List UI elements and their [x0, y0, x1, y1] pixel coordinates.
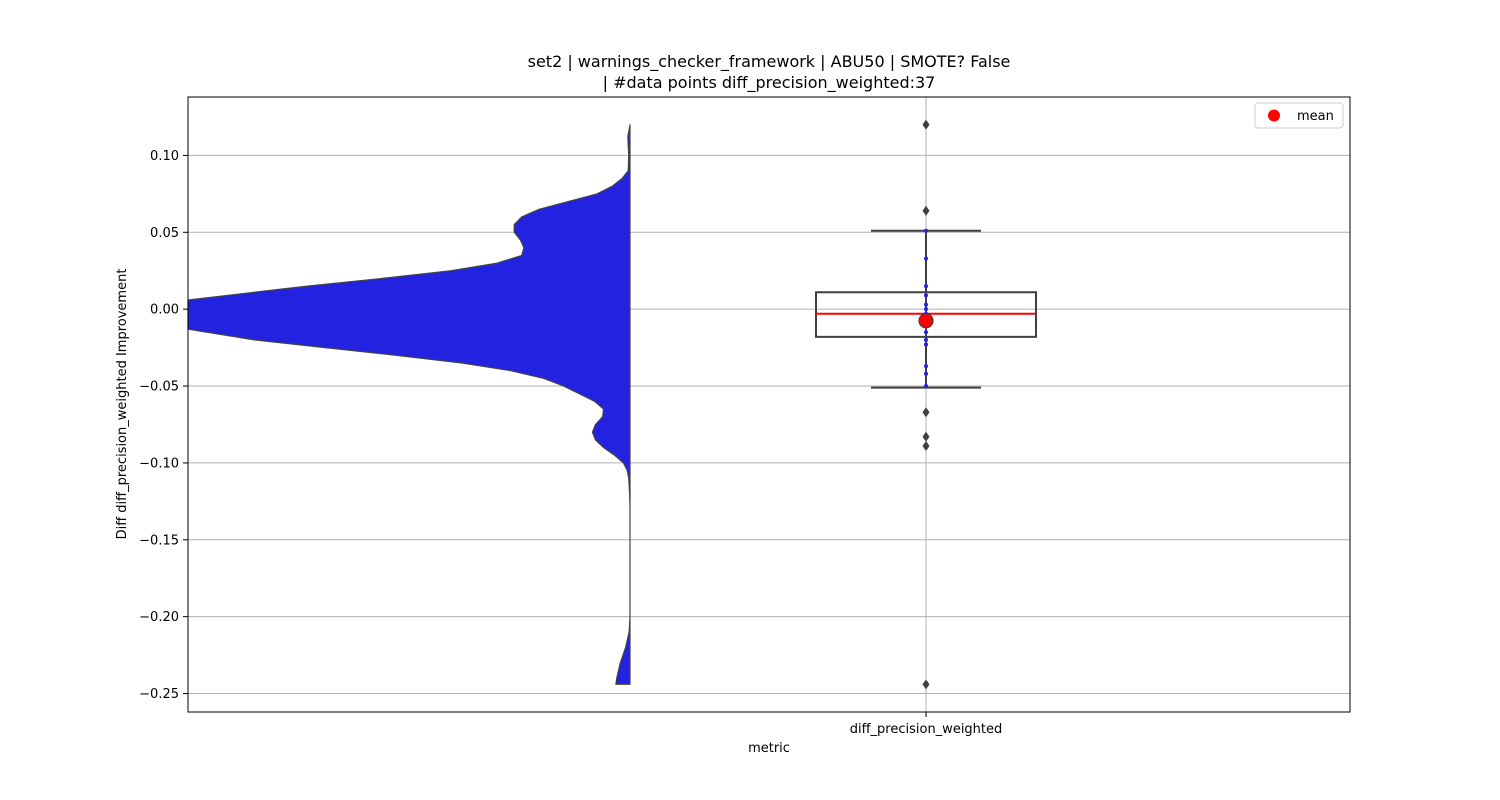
mean-marker-group: [918, 313, 934, 329]
legend-mean-marker: [1268, 109, 1280, 122]
y-tick-label: 0.10: [150, 149, 179, 164]
violin-shape: [187, 124, 631, 685]
strip-point: [924, 371, 928, 376]
strip-point: [924, 330, 928, 335]
strip-point: [924, 337, 928, 342]
strip-point: [924, 284, 928, 289]
outlier-point: [922, 407, 930, 418]
chart-title-line1: set2 | warnings_checker_framework | ABU5…: [528, 52, 1011, 72]
chart-title-line2: | #data points diff_precision_weighted:3…: [603, 73, 936, 93]
y-tick-label: −0.15: [139, 533, 179, 548]
strip-point: [924, 228, 928, 233]
outlier-point: [922, 679, 930, 690]
legend-frame: [1254, 102, 1344, 129]
y-axis-label: Diff diff_precision_weighted Improvement: [115, 269, 130, 540]
x-tick-label: diff_precision_weighted: [850, 722, 1003, 737]
outlier-point: [922, 205, 930, 216]
grid-lines: [188, 97, 1350, 712]
strip-point: [924, 364, 928, 369]
strip-point: [924, 256, 928, 261]
violin-plot: [187, 124, 631, 685]
y-tick-label: −0.20: [139, 610, 179, 625]
x-axis-ticks: diff_precision_weighted: [850, 712, 1003, 737]
outlier-point: [922, 431, 930, 442]
y-tick-label: −0.05: [139, 380, 179, 395]
outlier-point: [922, 441, 930, 452]
plot-frame: [187, 96, 1351, 713]
y-axis-ticks: 0.10 0.05 0.00 −0.05 −0.10 −0.15 −0.20 −0.25: [139, 149, 188, 702]
strip-point: [924, 342, 928, 347]
y-tick-label: −0.25: [139, 687, 179, 702]
mean-marker: [918, 313, 934, 329]
legend-mean-label: mean: [1297, 109, 1334, 124]
strip-point: [924, 302, 928, 307]
legend: mean: [1254, 102, 1344, 129]
outlier-points: [922, 119, 930, 690]
outlier-point: [922, 119, 930, 130]
y-tick-label: 0.05: [150, 226, 179, 241]
x-axis-label: metric: [748, 741, 790, 756]
strip-point: [924, 307, 928, 312]
y-tick-label: 0.00: [150, 303, 179, 318]
y-tick-label: −0.10: [139, 456, 179, 471]
strip-point: [924, 293, 928, 298]
strip-point: [924, 384, 928, 389]
